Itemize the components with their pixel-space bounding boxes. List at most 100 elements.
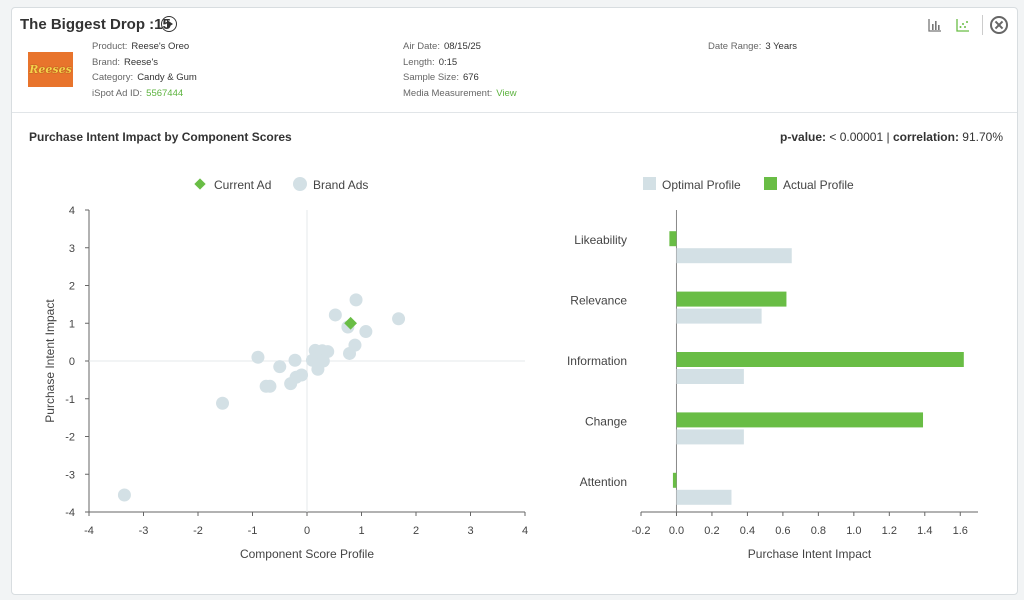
category-label: Attention (580, 475, 627, 489)
scatter-y-tick-label: -3 (65, 469, 75, 481)
stats-line: p-value: < 0.00001 | correlation: 91.70% (780, 130, 1003, 144)
meta-col-2: Air Date: 08/15/25 Length: 0:15 Sample Siz… (403, 39, 517, 101)
category-label: Information (567, 354, 627, 368)
media-view-link[interactable]: View (496, 87, 517, 99)
scatter-y-tick-label: -4 (65, 507, 75, 519)
meta-date-range: Date Range: 3 Years (708, 41, 798, 52)
play-icon[interactable] (161, 16, 177, 32)
scatter-x-tick-label: -4 (84, 525, 94, 537)
section-title: Purchase Intent Impact by Component Scor… (29, 130, 292, 144)
optimal-profile-bar (676, 489, 732, 505)
current-ad-point (344, 316, 357, 330)
scatter-x-tick-label: -1 (248, 525, 258, 537)
ad-header: The Biggest Drop :15 Reeses Product: Rees… (12, 8, 1017, 113)
optimal-profile-bar (676, 369, 744, 384)
legend-actual-marker (764, 177, 777, 190)
brand-ad-point (295, 368, 309, 382)
bar-x-tick-label: 0.0 (669, 525, 684, 537)
legend-current-ad-label: Current Ad (214, 178, 271, 192)
brand-logo: Reeses (28, 52, 73, 87)
actual-profile-bar (676, 412, 924, 428)
scatter-x-tick-label: 1 (358, 525, 364, 537)
meta-col-3: Date Range: 3 Years (708, 39, 797, 55)
meta-air-date: Air Date: 08/15/25 (403, 41, 481, 52)
legend-optimal-marker (643, 177, 656, 190)
bar-x-tick-label: 0.6 (775, 525, 790, 537)
header-divider (982, 15, 983, 35)
close-icon[interactable] (990, 16, 1008, 34)
bar-x-axis-title: Purchase Intent Impact (748, 547, 872, 561)
bar-x-tick-label: 0.4 (740, 525, 755, 537)
bar-chart-icon[interactable] (928, 18, 942, 32)
bar-x-tick-label: -0.2 (632, 525, 651, 537)
actual-profile-bar (676, 352, 964, 367)
legend-actual-label: Actual Profile (783, 178, 854, 192)
brand-ad-point (349, 293, 363, 307)
bar-x-tick-label: 1.0 (846, 525, 861, 537)
scatter-x-axis-title: Component Score Profile (240, 547, 374, 561)
logo-text: Reeses (29, 63, 72, 76)
bar-x-tick-label: 1.4 (917, 525, 932, 537)
category-label: Change (585, 414, 627, 428)
brand-ad-point (359, 325, 373, 339)
category-label: Relevance (570, 294, 627, 308)
bar-x-tick-label: 0.2 (704, 525, 719, 537)
meta-ad-id: iSpot Ad ID: 5567444 (92, 87, 184, 99)
pvalue-label: p-value: (780, 130, 827, 144)
scatter-y-tick-label: 4 (69, 205, 75, 217)
meta-brand: Brand: Reese's (92, 56, 159, 68)
actual-profile-bar (676, 291, 787, 307)
brand-ad-point (273, 360, 287, 374)
meta-sample-size: Sample Size: 676 (403, 72, 479, 83)
bar-x-tick-label: 1.2 (882, 525, 897, 537)
brand-ad-point (117, 488, 131, 502)
stats-separator: | (886, 130, 890, 144)
ad-id-link[interactable]: 5567444 (146, 87, 184, 99)
brand-ad-point (216, 396, 230, 410)
actual-profile-bar (672, 472, 677, 488)
optimal-profile-bar (676, 429, 744, 445)
optimal-profile-bar (676, 248, 792, 264)
legend-optimal-label: Optimal Profile (662, 178, 741, 192)
ad-card: The Biggest Drop :15 Reeses Product: Rees… (11, 7, 1018, 595)
scatter-y-tick-label: -2 (65, 432, 75, 444)
optimal-profile-bar (676, 308, 762, 324)
scatter-x-tick-label: 4 (522, 525, 528, 537)
brand-ad-point (263, 379, 277, 393)
ad-title: The Biggest Drop :15 (20, 16, 171, 33)
meta-col-1: Product: Reese's Oreo Brand: Reese's Categ… (92, 39, 197, 101)
meta-length: Length: 0:15 (403, 56, 458, 68)
bar-x-tick-label: 0.8 (811, 525, 826, 537)
scatter-y-axis-title: Purchase Intent Impact (43, 299, 57, 423)
brand-ad-point (251, 350, 265, 364)
scatter-y-tick-label: -1 (65, 394, 75, 406)
scatter-y-tick-label: 3 (69, 243, 75, 255)
brand-ad-point (348, 338, 362, 352)
scatter-x-tick-label: 0 (304, 525, 310, 537)
scatter-x-tick-label: -3 (139, 525, 149, 537)
legend-brand-ads-marker (293, 177, 307, 191)
scatter-x-tick-label: 3 (467, 525, 473, 537)
legend-current-ad-marker (194, 178, 206, 190)
meta-category: Category: Candy & Gum (92, 72, 197, 83)
scatter-x-tick-label: -2 (193, 525, 203, 537)
brand-ad-point (392, 312, 406, 326)
actual-profile-bar (669, 231, 677, 247)
scatter-y-tick-label: 1 (69, 318, 75, 330)
scatter-y-tick-label: 0 (69, 356, 75, 368)
brand-ad-point (321, 345, 335, 359)
category-label: Likeability (574, 233, 627, 247)
legend-brand-ads-label: Brand Ads (313, 178, 368, 192)
correlation-value: 91.70% (962, 130, 1003, 144)
meta-media: Media Measurement: View (403, 87, 517, 99)
scatter-x-tick-label: 2 (413, 525, 419, 537)
correlation-label: correlation: (892, 130, 959, 144)
brand-ad-point (328, 308, 342, 322)
pvalue-value: < 0.00001 (829, 130, 884, 144)
bar-x-tick-label: 1.6 (953, 525, 968, 537)
meta-product: Product: Reese's Oreo (92, 41, 190, 52)
brand-ad-point (288, 353, 302, 367)
scatter-chart-icon[interactable] (956, 18, 970, 32)
scatter-y-tick-label: 2 (69, 281, 75, 293)
